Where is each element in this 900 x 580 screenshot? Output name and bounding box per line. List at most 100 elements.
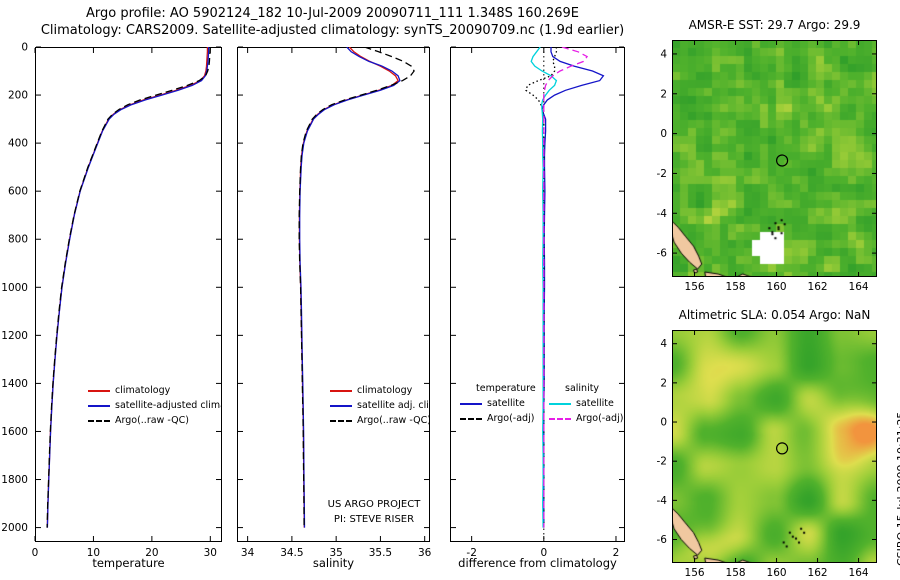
tick-label: 4 xyxy=(660,48,667,60)
satellite-clim-line-sample xyxy=(330,404,352,407)
sst-map-field xyxy=(672,40,877,277)
satellite-sal-line-sample xyxy=(549,402,571,405)
project-pi: PI: STEVE RISER xyxy=(333,514,415,525)
legend-label: satellite xyxy=(487,398,525,409)
tick-label: 156 xyxy=(685,567,705,579)
legend-difference-salinity: salinity satellite Argo(-adj) xyxy=(549,381,623,426)
legend-item: climatology xyxy=(88,383,222,398)
difference-profile-axes: -2 0 2 xyxy=(450,46,625,559)
tick-label: 400 xyxy=(8,138,28,150)
argo-sal-line-sample xyxy=(549,417,571,420)
argo-position-marker xyxy=(775,154,789,167)
legend-temperature: climatology satellite-adjusted climatolo… xyxy=(88,383,222,428)
tick-label: 35.5 xyxy=(369,547,392,559)
legend-label: satellite-adjusted climatology xyxy=(115,400,222,411)
legend-label: Argo(..raw -QC) xyxy=(357,415,430,426)
csiro-watermark: CSIRO 15-Jul-2009 10:31:25 xyxy=(895,411,900,566)
tick-label: 30 xyxy=(204,547,217,559)
temperature-axis-label: temperature xyxy=(92,556,165,570)
satellite-temp-line-sample xyxy=(460,402,482,405)
tick-label: 800 xyxy=(8,234,28,246)
tick-label: 164 xyxy=(849,281,869,293)
series-satellite-adjusted-climatology xyxy=(46,47,210,528)
tick-label: 2000 xyxy=(1,522,28,534)
satellite-clim-line-sample xyxy=(88,404,110,407)
tick-label: 1800 xyxy=(1,474,28,486)
project-name: US ARGO PROJECT xyxy=(327,499,421,510)
legend-salinity: climatology satellite adj. clim. Argo(..… xyxy=(330,383,430,428)
legend-item: climatology xyxy=(330,383,430,398)
tick-label: 200 xyxy=(8,90,28,102)
argo-position-marker xyxy=(775,442,789,455)
tick-label: 1200 xyxy=(1,330,28,342)
tick-label: 0 xyxy=(660,128,667,140)
argo-line-sample xyxy=(88,419,110,422)
tick-label: -6 xyxy=(657,534,668,546)
salinity-profile-axes: 34 34.5 35 35.5 36 xyxy=(237,46,432,559)
legend-label: Argo(-adj) xyxy=(487,413,535,424)
tick-label: 4 xyxy=(660,338,667,350)
tick-label: 156 xyxy=(685,281,705,293)
tick-label: 1000 xyxy=(1,282,28,294)
tick-label: 2 xyxy=(660,88,667,100)
tick-label: 34 xyxy=(241,547,255,559)
tick-label: 1400 xyxy=(1,378,28,390)
tick-label: 1600 xyxy=(1,426,28,438)
legend-item: Argo(..raw -QC) xyxy=(330,413,430,428)
legend-item: Argo(..raw -QC) xyxy=(88,413,222,428)
legend-item: satellite xyxy=(549,396,623,411)
tick-label: -2 xyxy=(657,456,667,468)
tick-label: 164 xyxy=(849,567,869,579)
series-temperature-satellite xyxy=(541,47,605,528)
argo-temp-line-sample xyxy=(460,417,482,420)
tick-label: 36 xyxy=(418,547,432,559)
climatology-line-sample xyxy=(88,389,110,392)
legend-item: satellite xyxy=(460,396,536,411)
legend-header: salinity xyxy=(565,383,600,394)
legend-item: satellite-adjusted climatology xyxy=(88,398,222,413)
salinity-axis-label: salinity xyxy=(312,556,355,570)
legend-label: Argo(..raw -QC) xyxy=(115,415,189,426)
argo-line-sample xyxy=(330,419,352,422)
tick-label: -2 xyxy=(466,547,476,559)
series-salinity-argo-adj- xyxy=(543,47,589,528)
legend-item: Argo(-adj) xyxy=(460,411,536,426)
tick-label: 0 xyxy=(540,547,547,559)
legend-header: temperature xyxy=(476,383,536,394)
project-annotation: US ARGO PROJECT PI: STEVE RISER xyxy=(318,497,430,527)
tick-label: 2 xyxy=(660,377,667,389)
series-argo-raw-qc- xyxy=(298,47,415,528)
tick-label: 34.5 xyxy=(280,547,303,559)
climatology-line-sample xyxy=(330,389,352,392)
tick-label: -4 xyxy=(657,208,668,220)
legend-label: satellite adj. clim. xyxy=(357,400,430,411)
difference-axis-label: difference from climatology xyxy=(458,556,617,570)
figure-title-line2: Climatology: CARS2009. Satellite-adjuste… xyxy=(40,23,625,38)
sla-map-axes: 156 158 160 162 164 4 2 0 -2 -4 -6 xyxy=(657,330,877,579)
sla-map-panel: 156 158 160 162 164 4 2 0 -2 -4 -6 xyxy=(657,330,877,579)
sst-map-panel: 156 158 160 162 164 4 2 0 -2 -4 -6 xyxy=(657,40,877,293)
legend-item: satellite adj. clim. xyxy=(330,398,430,413)
tick-label: 10 xyxy=(87,547,100,559)
series-argo-raw-qc- xyxy=(46,47,211,528)
sst-map-title: AMSR-E SST: 29.7 Argo: 29.9 xyxy=(688,18,861,32)
legend-label: climatology xyxy=(115,385,171,396)
legend-label: climatology xyxy=(357,385,413,396)
tick-label: 160 xyxy=(767,567,787,579)
series-temperature-argo-adj- xyxy=(525,47,558,528)
figure-title-line1: Argo profile: AO 5902124_182 10-Jul-2009… xyxy=(85,6,580,21)
tick-label: -2 xyxy=(657,168,667,180)
tick-label: 35 xyxy=(329,547,342,559)
legend-difference-temperature: temperature satellite Argo(-adj) xyxy=(460,381,536,426)
tick-label: -4 xyxy=(657,495,668,507)
tick-label: 162 xyxy=(808,281,828,293)
tick-label: -6 xyxy=(657,248,668,260)
series-climatology xyxy=(46,47,209,528)
series-satellite-adj-clim- xyxy=(299,47,401,528)
tick-label: 160 xyxy=(767,281,787,293)
legend-item: Argo(-adj) xyxy=(549,411,623,426)
tick-label: 158 xyxy=(726,281,746,293)
tick-label: 0 xyxy=(660,417,667,429)
tick-label: 2 xyxy=(613,547,620,559)
